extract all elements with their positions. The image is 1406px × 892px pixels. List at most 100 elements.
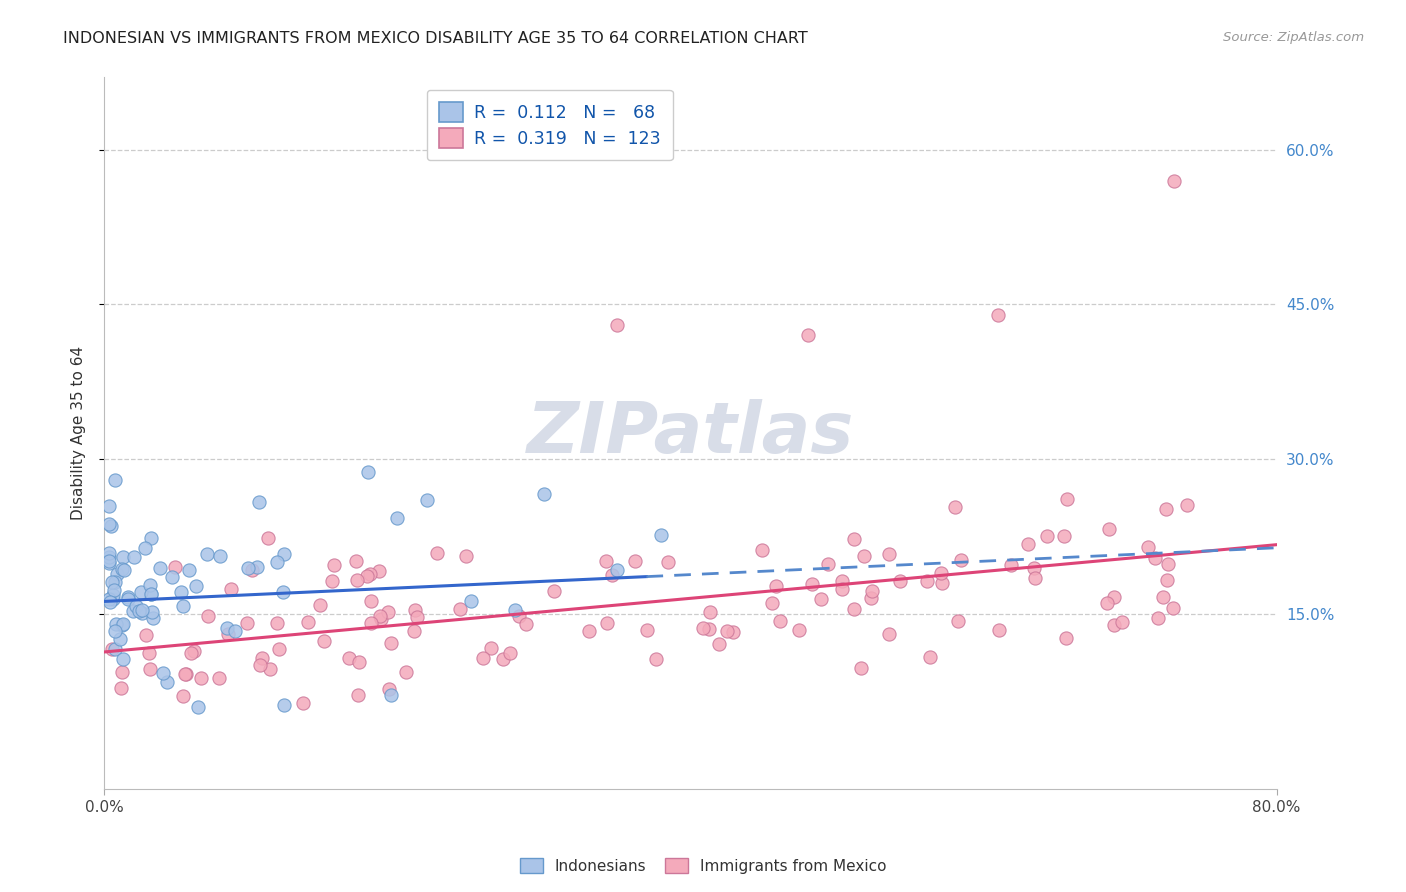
Point — [104, 617, 127, 632]
Point — [918, 649, 941, 664]
Point — [1022, 561, 1045, 575]
Point — [402, 624, 425, 639]
Point — [578, 624, 600, 638]
Point — [174, 667, 197, 681]
Y-axis label: Disability Age 35 to 64: Disability Age 35 to 64 — [72, 346, 86, 520]
Point — [721, 624, 744, 639]
Point — [111, 550, 134, 565]
Point — [252, 651, 274, 665]
Point — [97, 549, 120, 564]
Point — [236, 615, 259, 630]
Point — [360, 615, 382, 630]
Point — [219, 582, 242, 596]
Point — [889, 574, 911, 588]
Point — [103, 574, 125, 589]
Point — [426, 546, 449, 560]
Point — [460, 594, 482, 608]
Point — [810, 592, 832, 607]
Point — [595, 615, 617, 630]
Point — [1295, 122, 1317, 136]
Point — [344, 553, 367, 567]
Point — [849, 661, 872, 675]
Point — [1053, 529, 1076, 543]
Point — [111, 665, 134, 680]
Point — [387, 511, 409, 525]
Point — [367, 564, 389, 578]
Point — [187, 700, 209, 714]
Point — [174, 667, 197, 681]
Point — [309, 598, 332, 612]
Point — [101, 575, 124, 590]
Point — [415, 492, 437, 507]
Point — [859, 591, 882, 605]
Point — [97, 592, 120, 607]
Point — [543, 583, 565, 598]
Point — [292, 697, 315, 711]
Point — [208, 549, 231, 564]
Point — [100, 519, 122, 533]
Point — [138, 646, 160, 660]
Point — [224, 624, 246, 638]
Point — [266, 555, 288, 569]
Point — [104, 473, 127, 487]
Point — [929, 566, 952, 581]
Point — [817, 557, 839, 571]
Point — [152, 665, 174, 680]
Point — [273, 584, 295, 599]
Point — [357, 466, 380, 480]
Point — [1054, 631, 1077, 645]
Point — [842, 602, 865, 616]
Point — [606, 318, 628, 332]
Point — [831, 582, 853, 597]
Point — [877, 548, 900, 562]
Point — [515, 616, 537, 631]
Text: INDONESIAN VS IMMIGRANTS FROM MEXICO DISABILITY AGE 35 TO 64 CORRELATION CHART: INDONESIAN VS IMMIGRANTS FROM MEXICO DIS… — [63, 31, 808, 46]
Point — [172, 599, 194, 613]
Point — [508, 608, 530, 623]
Text: ZIPatlas: ZIPatlas — [527, 399, 853, 467]
Point — [98, 546, 121, 560]
Point — [472, 651, 495, 665]
Point — [97, 554, 120, 568]
Point — [624, 554, 647, 568]
Point — [1017, 537, 1039, 551]
Point — [801, 576, 824, 591]
Point — [709, 637, 731, 651]
Point — [347, 655, 370, 669]
Point — [987, 623, 1010, 637]
Point — [114, 563, 136, 577]
Point — [256, 531, 278, 545]
Point — [1143, 550, 1166, 565]
Point — [128, 604, 150, 618]
Point — [122, 550, 145, 565]
Point — [645, 652, 668, 666]
Point — [595, 554, 617, 568]
Point — [1152, 590, 1174, 604]
Point — [135, 628, 157, 642]
Point — [108, 632, 131, 646]
Point — [111, 562, 134, 576]
Point — [787, 623, 810, 637]
Point — [97, 556, 120, 570]
Point — [1163, 601, 1185, 615]
Point — [1097, 596, 1119, 610]
Point — [105, 567, 128, 582]
Point — [139, 531, 162, 545]
Point — [1111, 615, 1133, 629]
Point — [190, 671, 212, 685]
Point — [112, 616, 135, 631]
Point — [269, 642, 291, 657]
Point — [1163, 173, 1185, 187]
Point — [246, 560, 269, 574]
Point — [405, 610, 427, 624]
Point — [987, 308, 1010, 322]
Point — [347, 688, 370, 702]
Point — [1000, 558, 1022, 573]
Point — [180, 646, 202, 660]
Point — [449, 602, 471, 616]
Point — [273, 547, 295, 561]
Point — [380, 688, 402, 702]
Point — [915, 574, 938, 588]
Point — [606, 563, 628, 577]
Point — [322, 558, 344, 573]
